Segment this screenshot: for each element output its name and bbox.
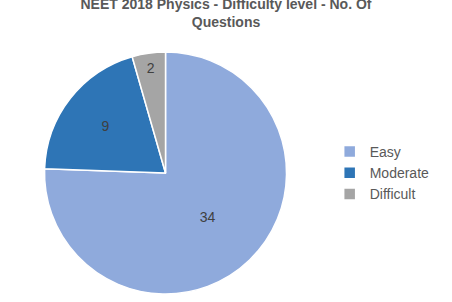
svg-text:34: 34 <box>200 209 216 225</box>
svg-text:NEET 2018 Physics - Difficulty: NEET 2018 Physics - Difficulty level - N… <box>81 0 372 30</box>
svg-text:Moderate: Moderate <box>370 165 429 181</box>
svg-text:Easy: Easy <box>370 144 401 160</box>
svg-text:Difficult: Difficult <box>370 186 416 202</box>
svg-text:9: 9 <box>101 118 109 134</box>
svg-text:2: 2 <box>147 60 155 76</box>
